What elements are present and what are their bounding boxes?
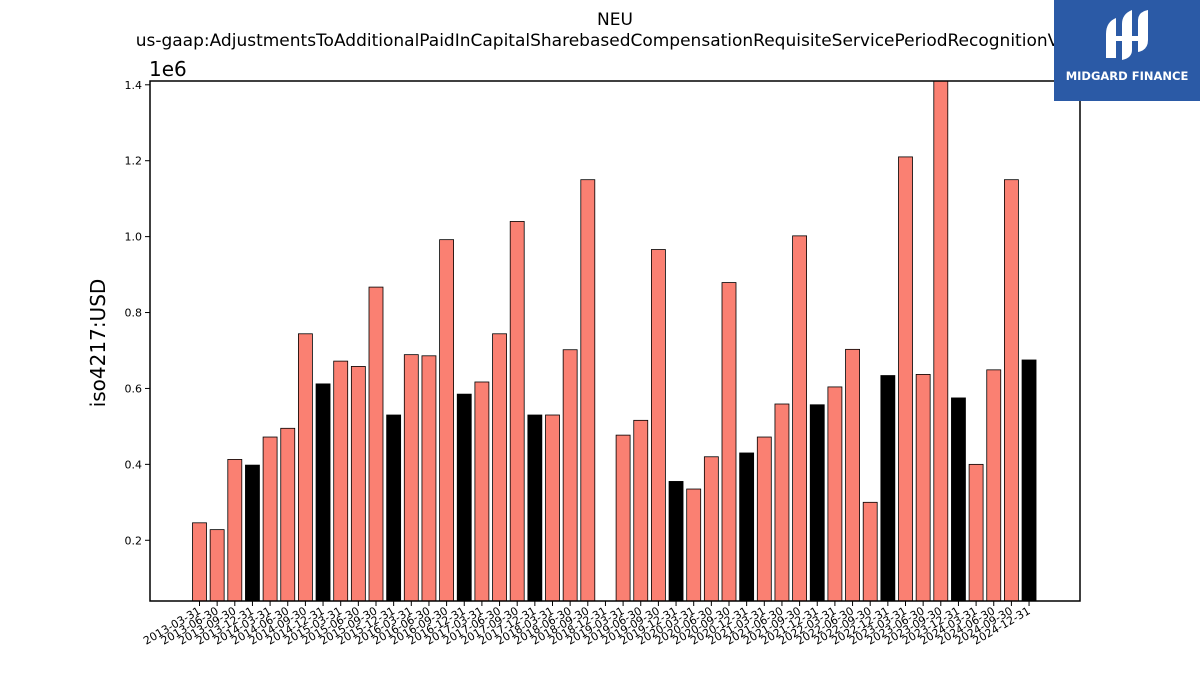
plot-frame	[149, 80, 1081, 602]
bar-2014-03-31	[262, 436, 278, 602]
midgard-finance-logo: MIDGARD FINANCE	[1054, 0, 1200, 101]
bar-2024-03-31	[968, 463, 984, 602]
bar-series	[192, 80, 1037, 602]
y-axis-multiplier: 1e6	[149, 57, 187, 81]
bar-2023-09-30	[933, 80, 949, 602]
bar-2018-09-30	[580, 179, 596, 602]
bar-2016-09-30	[439, 239, 455, 602]
bar-2022-06-30	[845, 348, 860, 602]
bar-2024-12-31	[1021, 359, 1037, 602]
bar-2020-12-31	[739, 452, 755, 602]
bar-2024-06-30	[986, 369, 1002, 602]
bar-2020-09-30	[721, 282, 737, 602]
bar-2024-09-30	[1004, 179, 1019, 602]
bar-2022-03-31	[827, 386, 843, 602]
bar-2019-12-31	[668, 481, 684, 602]
bar-2015-03-31	[333, 360, 349, 602]
bar-2015-12-31	[386, 414, 402, 602]
bar-2018-03-31	[545, 414, 560, 602]
bar-2014-12-31	[315, 383, 331, 602]
y-axis: 0.2 0.4 0.6 0.8 1.0 1.2 1.4	[125, 79, 150, 547]
bar-2022-09-30	[862, 501, 878, 602]
bar-2017-12-31	[527, 414, 543, 602]
chart-title: NEU	[597, 10, 633, 30]
bar-2013-12-31	[245, 464, 260, 602]
bar-2016-06-30	[421, 355, 437, 602]
bar-2019-06-30	[633, 419, 649, 602]
y-tick-label: 0.2	[125, 534, 143, 547]
bar-2014-09-30	[297, 333, 313, 602]
bar-2014-06-30	[280, 427, 296, 602]
y-tick-label: 1.0	[125, 231, 143, 244]
bar-2018-06-30	[562, 349, 578, 602]
logo-name: MIDGARD FINANCE	[1065, 69, 1189, 83]
bar-2013-03-31	[192, 522, 207, 602]
y-tick-label: 0.4	[125, 458, 143, 471]
bar-2016-03-31	[403, 354, 419, 602]
bar-2017-06-30	[492, 333, 507, 602]
bar-2013-09-30	[227, 459, 243, 602]
bar-2021-12-31	[809, 404, 825, 602]
bar-2023-12-31	[951, 397, 966, 602]
bar-2015-06-30	[350, 366, 366, 602]
bar-2019-09-30	[651, 249, 666, 602]
y-tick-label: 1.4	[125, 79, 143, 92]
bar-2017-09-30	[509, 221, 525, 602]
bar-2013-06-30	[209, 529, 225, 602]
bar-2023-06-30	[915, 373, 931, 602]
bar-2015-09-30	[368, 286, 384, 602]
bar-2021-06-30	[774, 403, 790, 602]
bar-2023-03-31	[898, 156, 913, 602]
y-tick-label: 1.2	[125, 155, 143, 168]
bar-2022-12-31	[880, 375, 896, 602]
bar-2020-06-30	[703, 456, 719, 602]
bar-2021-09-30	[792, 235, 807, 602]
midgard-logo-icon	[1106, 10, 1148, 60]
bar-2021-03-31	[756, 436, 772, 602]
x-axis: 2013-03-312013-06-302013-09-302013-12-31…	[141, 601, 1033, 648]
chart-subtitle: us-gaap:AdjustmentsToAdditionalPaidInCap…	[135, 31, 1095, 51]
y-tick-label: 0.8	[125, 307, 143, 320]
bar-2019-03-31	[615, 434, 631, 602]
bar-2017-03-31	[474, 381, 490, 602]
bar-2016-12-31	[456, 393, 472, 602]
bar-2020-03-31	[686, 488, 702, 602]
y-tick-label: 0.6	[125, 382, 143, 395]
